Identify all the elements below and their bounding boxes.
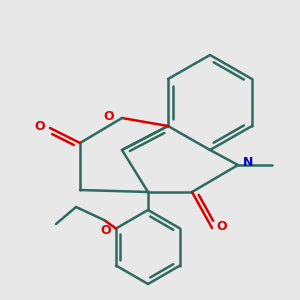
Text: O: O: [101, 224, 111, 236]
Text: N: N: [243, 157, 253, 169]
Text: O: O: [217, 220, 227, 232]
Text: O: O: [35, 119, 45, 133]
Text: O: O: [104, 110, 114, 122]
